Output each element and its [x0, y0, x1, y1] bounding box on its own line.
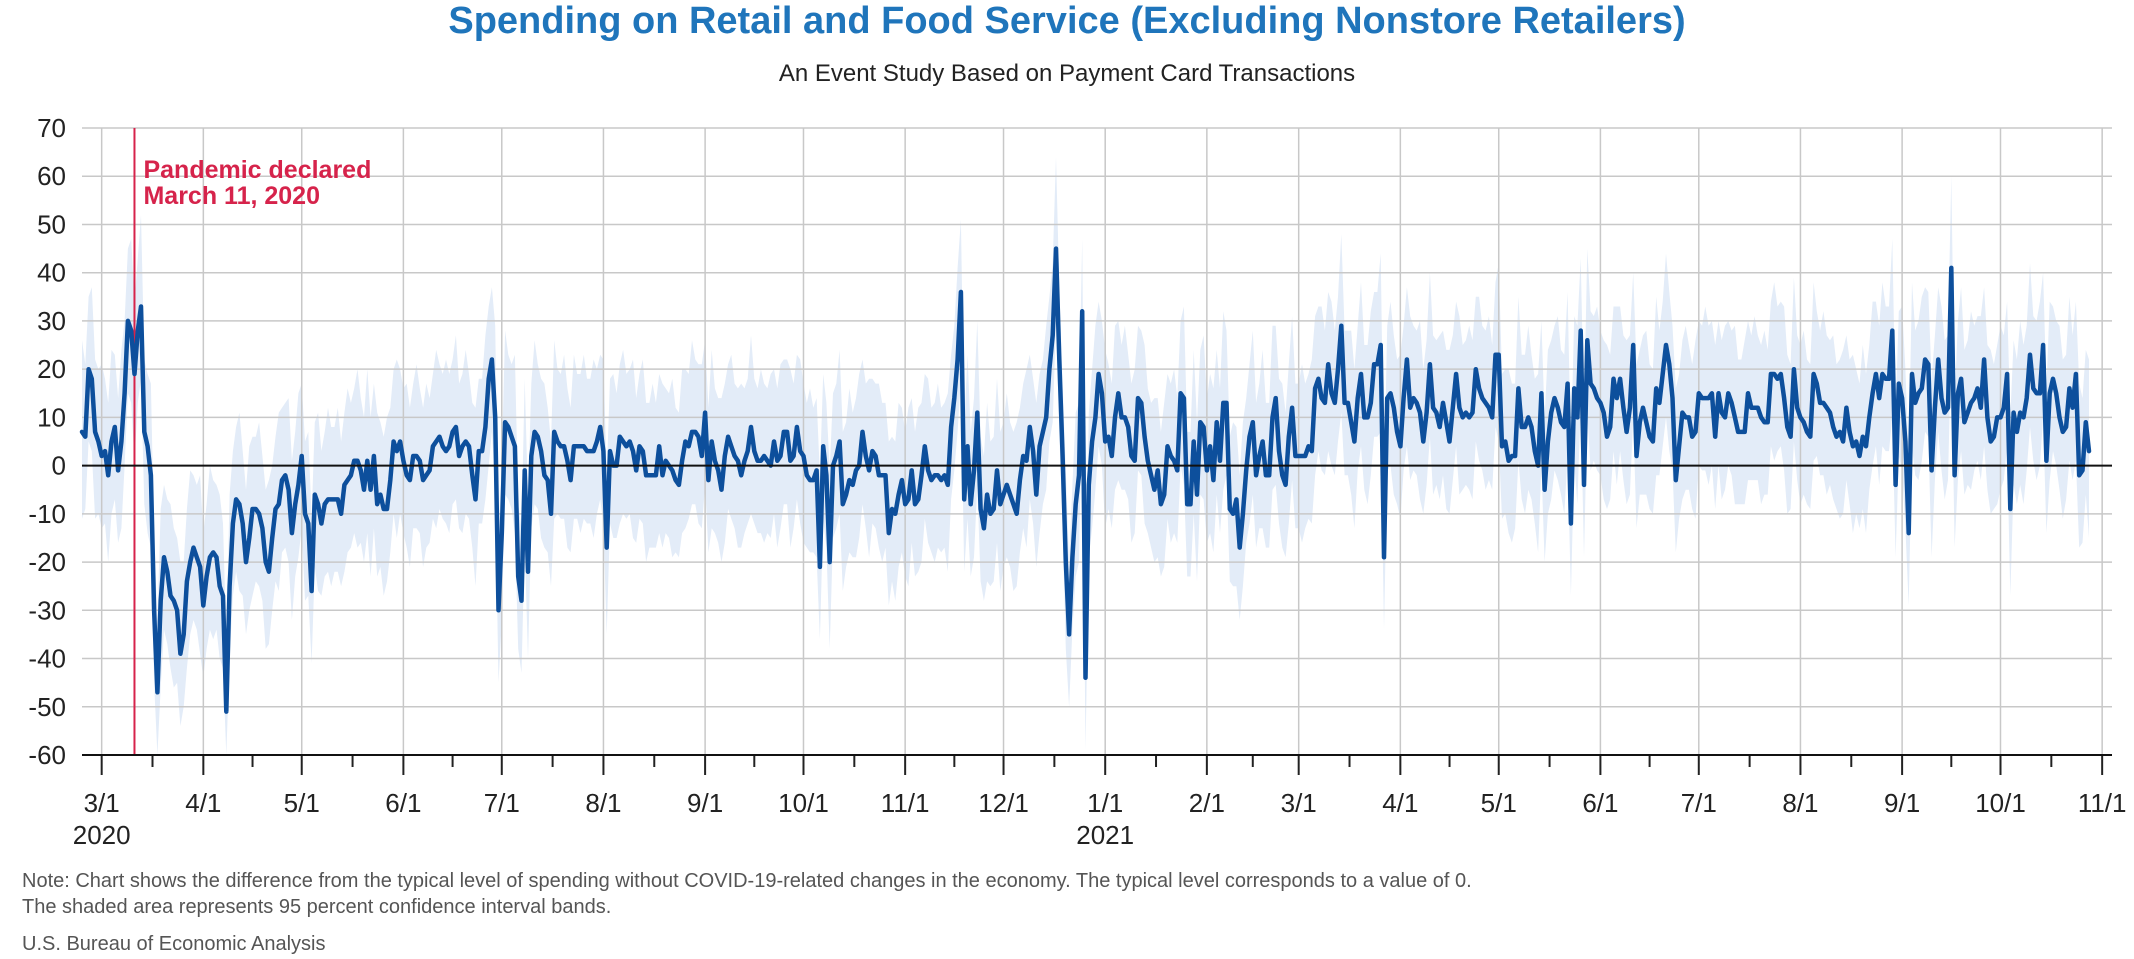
x-tick-label: 5/1: [284, 788, 320, 818]
chart-note-band: The shaded area represents 95 percent co…: [22, 896, 612, 918]
y-tick-label: -10: [28, 499, 66, 529]
x-tick-label: 8/1: [1782, 788, 1818, 818]
y-tick-label: 60: [37, 161, 66, 191]
y-tick-label: -30: [28, 595, 66, 625]
x-tick-label: 7/1: [1681, 788, 1717, 818]
x-tick-label: 10/1: [1975, 788, 2026, 818]
x-tick-label: 9/1: [687, 788, 723, 818]
x-tick-label: 5/1: [1481, 788, 1517, 818]
x-year-label: 2021: [1076, 820, 1134, 850]
y-tick-label: 50: [37, 209, 66, 239]
x-tick-label: 9/1: [1884, 788, 1920, 818]
y-tick-label: -20: [28, 547, 66, 577]
confidence-band-layer: [82, 156, 2089, 755]
x-tick-label: 11/1: [881, 788, 930, 818]
x-tick-label: 7/1: [484, 788, 520, 818]
x-tick-label: 12/1: [978, 788, 1029, 818]
y-tick-label: 20: [37, 354, 66, 384]
series-line-layer: [79, 246, 2092, 714]
x-tick-label: 3/1: [84, 788, 120, 818]
y-tick-label: 70: [37, 113, 66, 143]
chart-subtitle: An Event Study Based on Payment Card Tra…: [778, 60, 1356, 87]
chart-note: Note: Chart shows the difference from th…: [22, 870, 1472, 892]
y-tick-label: -60: [28, 740, 66, 770]
event-label-line1: Pandemic declared: [143, 156, 371, 184]
x-year-label: 2020: [73, 820, 131, 850]
x-tick-label: 11/1: [2078, 788, 2127, 818]
x-tick-label: 6/1: [385, 788, 421, 818]
x-tick-label: 3/1: [1281, 788, 1317, 818]
x-tick-label: 6/1: [1582, 788, 1618, 818]
grid-layer: [82, 127, 2112, 756]
y-tick-label: -50: [28, 692, 66, 722]
y-tick-label: -40: [28, 644, 66, 674]
x-tick-label: 2/1: [1189, 788, 1225, 818]
y-tick-label: 40: [37, 258, 66, 288]
x-tick-label: 1/1: [1087, 788, 1123, 818]
source-credit: U.S. Bureau of Economic Analysis: [22, 933, 326, 955]
x-tick-label: 4/1: [1382, 788, 1418, 818]
y-tick-label: 0: [52, 451, 66, 481]
chart-title: Spending on Retail and Food Service (Exc…: [448, 0, 1686, 42]
y-tick-label: 10: [37, 402, 66, 432]
x-tick-label: 10/1: [778, 788, 829, 818]
x-tick-label: 8/1: [585, 788, 621, 818]
confidence-band: [82, 156, 2089, 755]
event-label-line2: March 11, 2020: [143, 182, 320, 210]
axis-layer: 70 60 50 40 30 20 10 0 -10 -20 -30 -40 -50 -60 3/1 4/1 5…: [28, 113, 2126, 850]
x-tick-label: 4/1: [185, 788, 221, 818]
y-tick-label: 30: [37, 306, 66, 336]
